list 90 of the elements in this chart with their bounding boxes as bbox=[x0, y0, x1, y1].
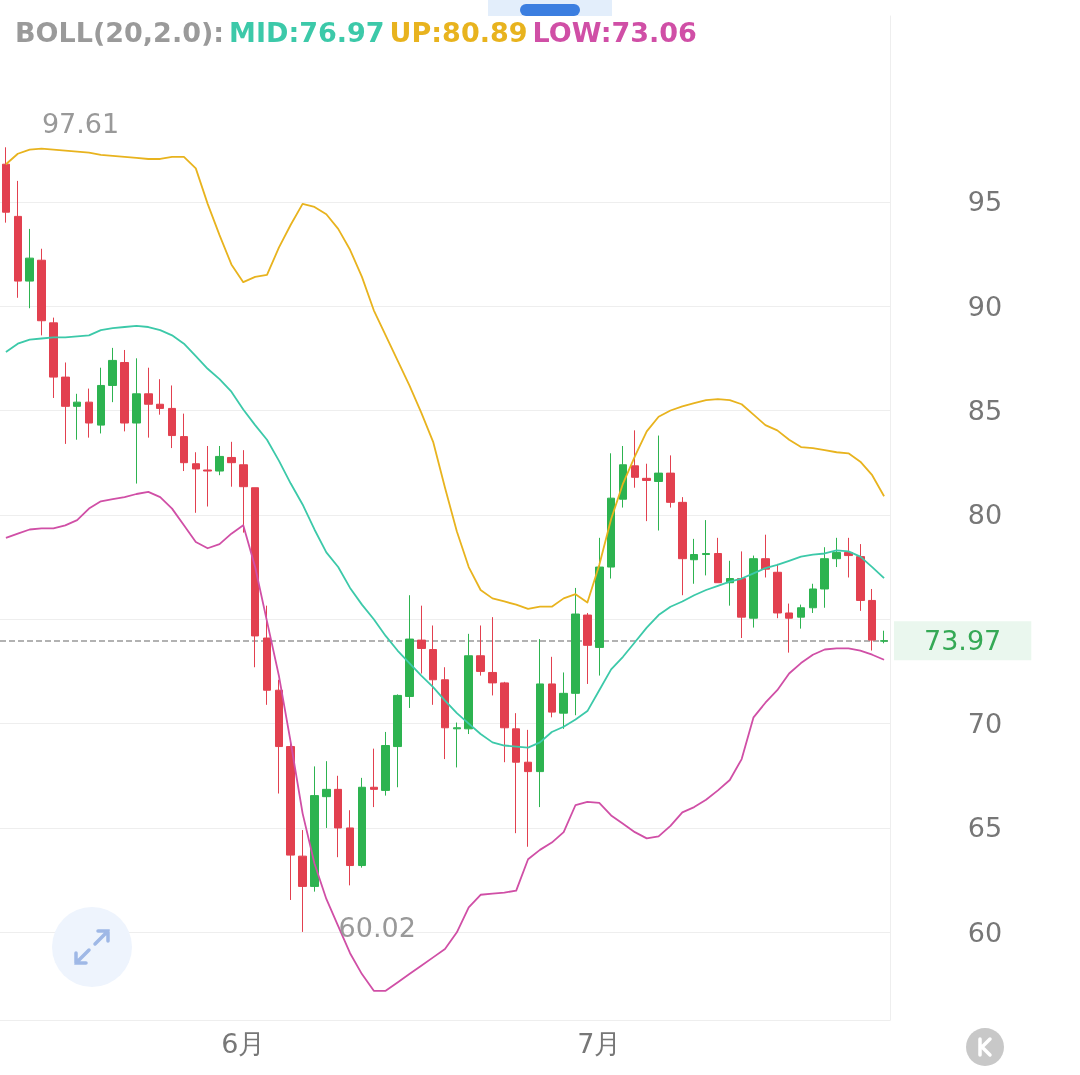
candlestick bbox=[548, 656, 556, 718]
candlestick bbox=[393, 693, 402, 788]
candlestick bbox=[820, 546, 829, 609]
candlestick bbox=[571, 587, 580, 716]
candlestick bbox=[381, 731, 390, 797]
candlestick bbox=[595, 537, 604, 677]
candlestick bbox=[583, 612, 592, 685]
candlestick bbox=[678, 496, 687, 596]
candlestick bbox=[61, 361, 70, 445]
text: MID:76.97 bbox=[229, 17, 385, 48]
candlestick bbox=[500, 681, 509, 763]
y-tick-label: 65 bbox=[967, 812, 1003, 844]
candlestick bbox=[310, 765, 319, 893]
candlestick bbox=[607, 452, 615, 580]
candlestick bbox=[714, 537, 722, 584]
candlestick bbox=[441, 666, 449, 760]
candlestick bbox=[702, 519, 710, 576]
candlestick bbox=[524, 729, 532, 848]
candlestick bbox=[453, 722, 461, 768]
candlestick bbox=[405, 594, 414, 709]
candlestick bbox=[476, 625, 485, 677]
candlestick bbox=[737, 550, 746, 639]
candlestick bbox=[844, 537, 853, 578]
candlestick bbox=[809, 583, 817, 614]
candlestick bbox=[73, 393, 81, 441]
candlestick bbox=[417, 605, 426, 675]
candlestick bbox=[654, 435, 663, 532]
candlestick bbox=[108, 347, 117, 403]
candlestick bbox=[429, 625, 437, 706]
candlestick bbox=[97, 367, 105, 434]
candlestick bbox=[868, 588, 876, 652]
line-series bbox=[5, 325, 885, 749]
candlestick bbox=[251, 487, 259, 668]
line-series bbox=[5, 491, 885, 992]
candlestick bbox=[168, 384, 176, 449]
candlestick bbox=[85, 388, 93, 439]
annotation: 60.02 bbox=[338, 912, 416, 944]
candlestick bbox=[263, 605, 271, 706]
candlestick bbox=[334, 775, 342, 858]
candlestick bbox=[298, 829, 307, 933]
candlestick bbox=[322, 760, 331, 829]
y-tick-label: 70 bbox=[967, 708, 1003, 740]
y-tick-label: 80 bbox=[967, 499, 1003, 531]
candlestick bbox=[749, 555, 758, 629]
candlestick bbox=[536, 638, 544, 808]
y-tick-label: 85 bbox=[967, 395, 1003, 426]
candlestick bbox=[192, 451, 200, 514]
text: UP:80.89 bbox=[389, 17, 528, 48]
candlestick bbox=[559, 671, 568, 730]
candlestick bbox=[370, 748, 378, 808]
candlestick bbox=[49, 317, 58, 399]
candlestick bbox=[346, 809, 354, 886]
candlestick bbox=[785, 603, 793, 654]
candlestick bbox=[832, 537, 841, 568]
candlestick bbox=[512, 712, 520, 834]
y-tick-label: 95 bbox=[967, 186, 1003, 218]
candlestick bbox=[215, 445, 224, 476]
candlestick bbox=[666, 454, 675, 509]
chart-title: BOLL(20,2.0): bbox=[15, 17, 225, 48]
text: LOW:73.06 bbox=[532, 17, 697, 48]
candlestick bbox=[132, 357, 141, 485]
candlestick bbox=[773, 563, 782, 619]
x-tick-label: 7月 bbox=[577, 1028, 622, 1059]
y-tick-label: 60 bbox=[967, 916, 1003, 948]
candlestick bbox=[25, 228, 34, 309]
x-tick-label: 6月 bbox=[221, 1028, 266, 1059]
ref-line-label: 73.97 bbox=[924, 625, 1002, 657]
line-series bbox=[5, 147, 885, 610]
candlestick bbox=[690, 538, 698, 585]
candlestick bbox=[227, 441, 236, 488]
candlestick bbox=[239, 449, 248, 534]
candlestick bbox=[358, 777, 366, 869]
annotation: 97.61 bbox=[41, 107, 120, 139]
candlestick bbox=[631, 429, 639, 489]
y-tick-label: 90 bbox=[967, 290, 1003, 322]
candlestick bbox=[144, 367, 153, 439]
candlestick bbox=[203, 445, 212, 508]
candlestick bbox=[2, 146, 10, 224]
candlestick bbox=[488, 616, 497, 696]
candlestick bbox=[642, 463, 651, 522]
candlestick bbox=[797, 604, 805, 630]
candlestick bbox=[880, 630, 888, 644]
candlestick bbox=[464, 633, 473, 735]
candlestick bbox=[856, 543, 865, 612]
candlestick bbox=[275, 679, 283, 795]
candlestick bbox=[37, 248, 46, 336]
candlestick bbox=[120, 349, 129, 432]
candlestick bbox=[14, 180, 22, 299]
candlestick bbox=[180, 413, 188, 472]
candlestick bbox=[156, 378, 164, 416]
